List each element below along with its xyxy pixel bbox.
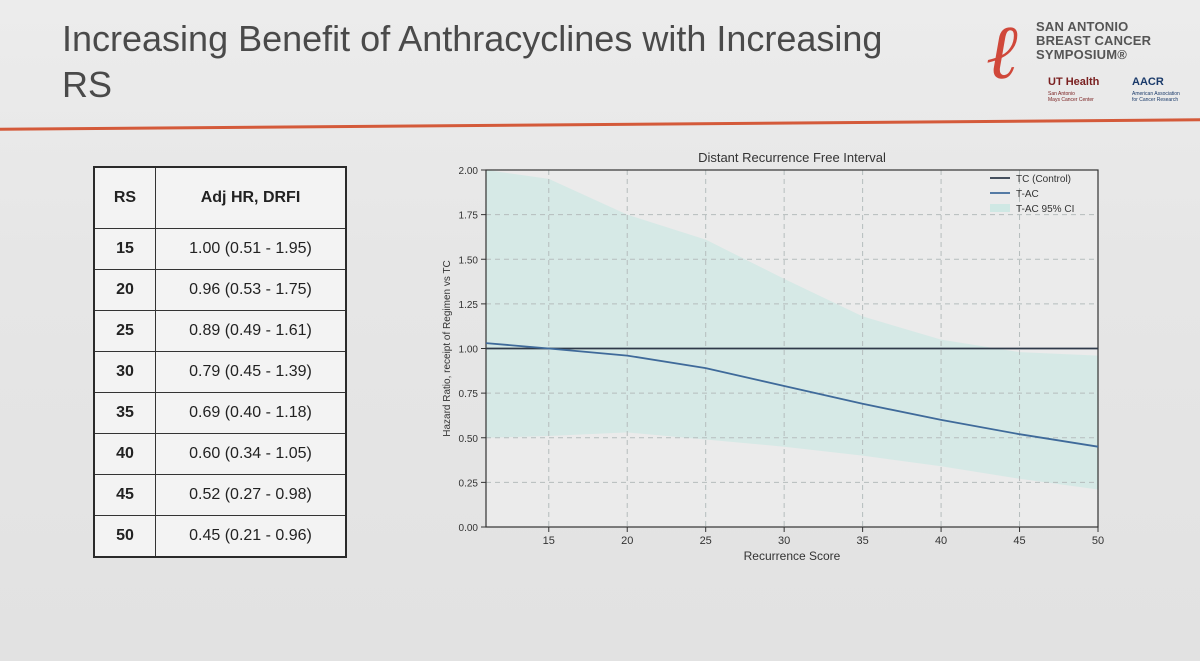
logo-line-3: SYMPOSIUM® <box>1036 47 1128 62</box>
y-tick-label: 1.00 <box>459 345 479 356</box>
x-axis-label: Recurrence Score <box>744 549 841 563</box>
drfi-chart: 15 20 25 30 35 40 45 50 0.00 0.25 0.50 0.75 1.00 1.25… <box>440 140 1200 570</box>
slide-title: Increasing Benefit of Anthracyclines wit… <box>62 18 883 105</box>
x-tick-label: 30 <box>778 535 790 547</box>
sabcs-ribbon-icon: ℓ <box>986 7 1018 96</box>
x-tick-label: 40 <box>935 535 947 547</box>
table-cell-hr: 0.89 (0.49 - 1.61) <box>155 310 347 352</box>
table-cell-rs: 20 <box>93 269 156 311</box>
table-header-hr: Adj HR, DRFI <box>155 166 347 229</box>
table-row: 25 0.89 (0.49 - 1.61) <box>93 310 347 352</box>
ut-health-sub2: Mays Cancer Center <box>1048 97 1094 103</box>
chart-title: Distant Recurrence Free Interval <box>698 150 886 165</box>
table-cell-rs: 50 <box>93 515 156 558</box>
x-tick-label: 45 <box>1013 535 1025 547</box>
table-row: 35 0.69 (0.40 - 1.18) <box>93 392 347 434</box>
legend-label: T-AC <box>1016 189 1039 200</box>
sabcs-logo: ℓ SAN ANTONIO BREAST CANCER SYMPOSIUM® U… <box>986 8 1186 106</box>
series-line-t-ac <box>485 342 1099 448</box>
table-cell-rs: 30 <box>93 351 156 393</box>
table-cell-hr: 0.45 (0.21 - 0.96) <box>155 515 347 558</box>
ci-band <box>486 170 1098 490</box>
y-tick-label: 0.75 <box>459 389 479 400</box>
y-tick-label: 0.25 <box>459 478 479 489</box>
x-tick-label: 35 <box>856 535 868 547</box>
x-tick-label: 50 <box>1092 535 1104 547</box>
ut-health-sub1: San Antonio <box>1048 91 1075 97</box>
y-tick-label: 1.25 <box>459 300 479 311</box>
table-row: 45 0.52 (0.27 - 0.98) <box>93 474 347 516</box>
x-tick-label: 20 <box>621 535 633 547</box>
logo-line-2: BREAST CANCER <box>1036 33 1152 48</box>
table-cell-rs: 25 <box>93 310 156 352</box>
table-cell-rs: 35 <box>93 392 156 434</box>
y-axis-label: Hazard Ratio, receipt of Regimen vs TC <box>442 260 453 437</box>
table-cell-hr: 1.00 (0.51 - 1.95) <box>155 228 347 270</box>
table-header-rs: RS <box>93 166 156 229</box>
table-row: 40 0.60 (0.34 - 1.05) <box>93 433 347 475</box>
table-cell-hr: 0.69 (0.40 - 1.18) <box>155 392 347 434</box>
legend-label: TC (Control) <box>1016 174 1071 185</box>
ut-health-logo: UT Health <box>1048 76 1100 88</box>
table-cell-rs: 15 <box>93 228 156 270</box>
aacr-sub2: for Cancer Research <box>1132 97 1179 103</box>
y-tick-label: 1.75 <box>459 211 479 222</box>
table-cell-rs: 45 <box>93 474 156 516</box>
table-row: 50 0.45 (0.21 - 0.96) <box>93 515 347 558</box>
table-row: 15 1.00 (0.51 - 1.95) <box>93 228 347 270</box>
table-row: 30 0.79 (0.45 - 1.39) <box>93 351 347 393</box>
x-tick-label: 15 <box>543 535 555 547</box>
table-cell-rs: 40 <box>93 433 156 475</box>
table-row: 20 0.96 (0.53 - 1.75) <box>93 269 347 311</box>
table-cell-hr: 0.79 (0.45 - 1.39) <box>155 351 347 393</box>
legend-label: T-AC 95% CI <box>1016 204 1074 215</box>
logo-line-1: SAN ANTONIO <box>1036 19 1129 34</box>
x-tick-label: 25 <box>700 535 712 547</box>
aacr-logo: AACR <box>1132 76 1164 88</box>
table-cell-hr: 0.60 (0.34 - 1.05) <box>155 433 347 475</box>
title-divider <box>0 118 1200 131</box>
hazard-ratio-table: RS Adj HR, DRFI 15 1.00 (0.51 - 1.95) 20… <box>93 166 347 558</box>
legend-swatch-band <box>990 204 1010 212</box>
y-tick-label: 0.00 <box>459 523 479 534</box>
table-cell-hr: 0.96 (0.53 - 1.75) <box>155 269 347 311</box>
table-cell-hr: 0.52 (0.27 - 0.98) <box>155 474 347 516</box>
y-tick-label: 0.50 <box>459 434 479 445</box>
y-tick-label: 1.50 <box>459 255 479 266</box>
aacr-sub1: American Association <box>1132 91 1180 97</box>
y-tick-label: 2.00 <box>459 166 479 177</box>
chart-svg: 15 20 25 30 35 40 45 50 0.00 0.25 0.50 0.75 1.00 1.25… <box>442 150 1104 563</box>
